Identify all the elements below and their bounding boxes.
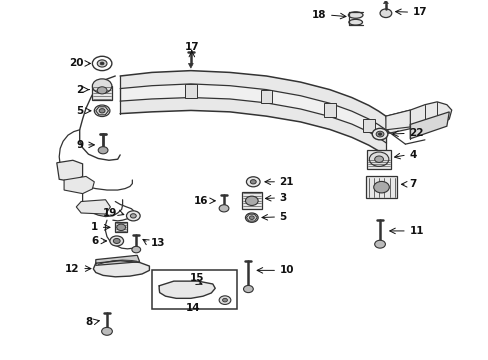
Polygon shape bbox=[96, 107, 108, 115]
Circle shape bbox=[245, 213, 258, 222]
Circle shape bbox=[117, 224, 125, 230]
Text: 10: 10 bbox=[279, 265, 293, 275]
Text: 4: 4 bbox=[408, 150, 416, 160]
Circle shape bbox=[100, 62, 104, 65]
Polygon shape bbox=[184, 84, 196, 98]
Circle shape bbox=[113, 238, 120, 243]
Circle shape bbox=[378, 133, 381, 135]
Text: 22: 22 bbox=[408, 129, 423, 138]
Bar bbox=[92, 86, 112, 100]
Circle shape bbox=[375, 131, 383, 137]
Polygon shape bbox=[188, 63, 193, 68]
Polygon shape bbox=[260, 90, 272, 103]
Circle shape bbox=[130, 214, 136, 218]
Circle shape bbox=[371, 129, 387, 140]
Circle shape bbox=[219, 296, 230, 305]
Circle shape bbox=[98, 147, 108, 154]
Circle shape bbox=[97, 60, 107, 67]
Circle shape bbox=[222, 298, 227, 302]
Text: 6: 6 bbox=[91, 236, 98, 246]
Polygon shape bbox=[409, 112, 448, 139]
Circle shape bbox=[99, 109, 105, 113]
Circle shape bbox=[110, 236, 123, 246]
Polygon shape bbox=[120, 84, 385, 143]
Bar bbox=[152, 270, 237, 309]
Polygon shape bbox=[159, 281, 215, 298]
Circle shape bbox=[249, 216, 254, 220]
Text: 5: 5 bbox=[279, 212, 286, 222]
Text: 3: 3 bbox=[279, 193, 286, 203]
Polygon shape bbox=[385, 102, 451, 134]
Text: 1: 1 bbox=[91, 222, 98, 232]
Circle shape bbox=[132, 246, 141, 253]
Polygon shape bbox=[93, 261, 149, 277]
Circle shape bbox=[126, 211, 140, 221]
Circle shape bbox=[379, 9, 391, 18]
Polygon shape bbox=[385, 110, 409, 130]
Polygon shape bbox=[96, 255, 140, 265]
Circle shape bbox=[368, 152, 388, 166]
Bar bbox=[115, 222, 127, 232]
Text: 5: 5 bbox=[76, 106, 83, 116]
Ellipse shape bbox=[348, 19, 362, 25]
Polygon shape bbox=[120, 71, 385, 130]
Polygon shape bbox=[76, 200, 110, 214]
Text: 21: 21 bbox=[279, 177, 293, 187]
Bar bbox=[242, 192, 261, 210]
Circle shape bbox=[219, 205, 228, 212]
Text: 20: 20 bbox=[69, 58, 83, 68]
Circle shape bbox=[102, 327, 112, 335]
Circle shape bbox=[373, 181, 388, 193]
Circle shape bbox=[250, 180, 256, 184]
Text: 7: 7 bbox=[408, 179, 416, 189]
Polygon shape bbox=[383, 0, 387, 4]
Text: 13: 13 bbox=[151, 238, 165, 248]
Text: 12: 12 bbox=[65, 264, 80, 274]
Circle shape bbox=[374, 240, 385, 248]
Text: 18: 18 bbox=[311, 10, 326, 20]
Bar bbox=[366, 149, 390, 169]
Text: 11: 11 bbox=[408, 226, 423, 236]
Bar bbox=[366, 176, 396, 198]
Circle shape bbox=[246, 177, 260, 187]
Circle shape bbox=[92, 79, 112, 93]
Text: 2: 2 bbox=[76, 85, 83, 95]
Text: 8: 8 bbox=[85, 317, 92, 327]
Circle shape bbox=[243, 285, 253, 293]
Text: 17: 17 bbox=[184, 42, 199, 51]
Ellipse shape bbox=[347, 12, 362, 18]
Circle shape bbox=[92, 56, 112, 71]
Circle shape bbox=[97, 87, 107, 94]
Circle shape bbox=[374, 156, 383, 162]
Polygon shape bbox=[246, 214, 257, 221]
Polygon shape bbox=[324, 103, 335, 117]
Circle shape bbox=[245, 196, 258, 206]
Text: 16: 16 bbox=[193, 196, 207, 206]
Polygon shape bbox=[57, 160, 82, 182]
Polygon shape bbox=[64, 176, 94, 194]
Text: 19: 19 bbox=[102, 208, 117, 218]
Text: 17: 17 bbox=[412, 7, 427, 17]
Polygon shape bbox=[120, 98, 385, 156]
Text: 14: 14 bbox=[185, 303, 200, 314]
Text: 15: 15 bbox=[189, 273, 203, 283]
Text: 9: 9 bbox=[76, 140, 83, 150]
Polygon shape bbox=[362, 119, 374, 132]
Circle shape bbox=[94, 105, 110, 117]
